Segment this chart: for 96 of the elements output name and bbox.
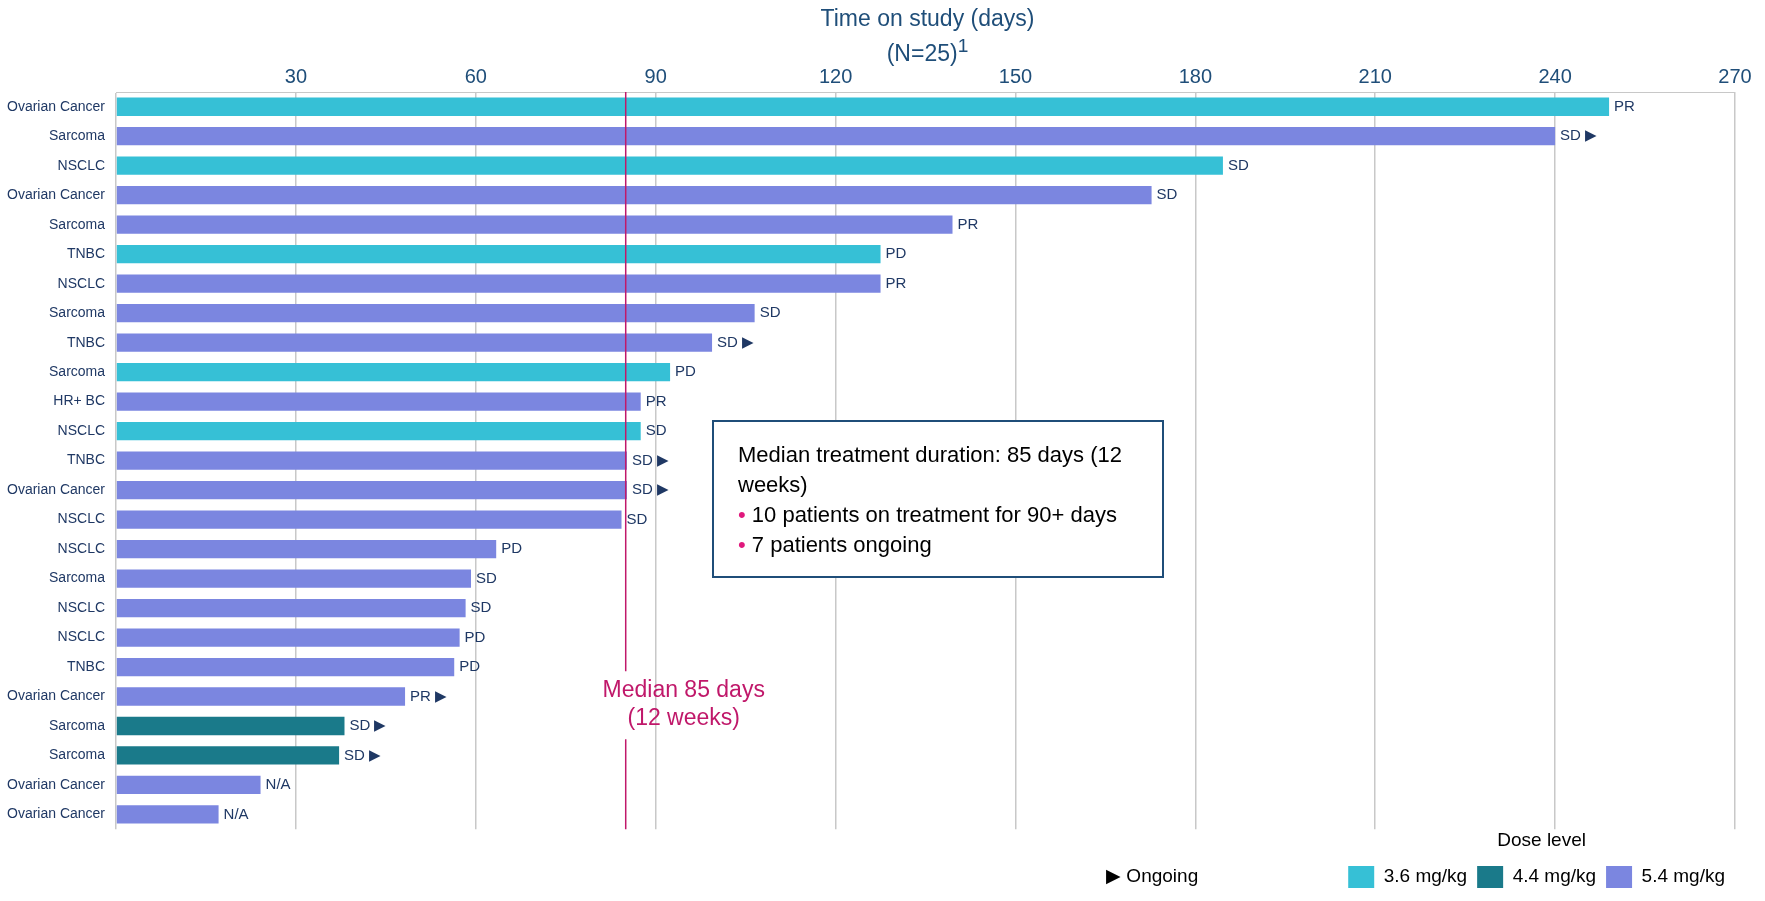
- y-tick-label: Ovarian Cancer: [6, 805, 106, 822]
- data-label: SD ▶: [349, 716, 387, 734]
- x-tick-label: 60: [464, 64, 487, 87]
- y-tick-label: TNBC: [66, 333, 106, 350]
- x-tick-label: 120: [818, 64, 853, 87]
- data-label: PD: [464, 627, 486, 645]
- bar: [116, 510, 622, 529]
- y-tick-label: Ovarian Cancer: [6, 97, 106, 114]
- legend-label: 3.6 mg/kg: [1383, 865, 1468, 887]
- y-tick-label: Sarcoma: [49, 569, 106, 586]
- legend-title: Dose level: [1497, 828, 1586, 850]
- y-tick-label: TNBC: [66, 245, 106, 262]
- y-tick-label: Sarcoma: [49, 363, 106, 379]
- bar: [116, 127, 1556, 146]
- y-tick-label: Sarcoma: [49, 127, 106, 144]
- y-tick-label: Ovarian Cancer: [6, 186, 106, 203]
- data-label: SD ▶: [717, 332, 755, 350]
- y-tick-label: Sarcoma: [49, 304, 106, 321]
- y-tick-label: NSCLC: [57, 628, 106, 645]
- y-tick-label: NSCLC: [57, 598, 106, 615]
- data-label: N/A: [265, 775, 291, 793]
- data-label: SD: [470, 598, 492, 616]
- y-tick-label: Sarcoma: [49, 716, 106, 733]
- legend-label: 5.4 mg/kg: [1641, 865, 1726, 887]
- bar: [116, 392, 641, 411]
- y-tick-label: Sarcoma: [49, 215, 106, 232]
- bar: [116, 451, 627, 470]
- bar: [116, 569, 472, 588]
- y-tick-label: NSCLC: [57, 421, 106, 438]
- x-tick-label: 210: [1358, 64, 1392, 87]
- y-tick-label: Ovarian Cancer: [6, 480, 106, 497]
- y-tick-label: NSCLC: [57, 539, 106, 556]
- y-tick-label: NSCLC: [57, 510, 106, 527]
- y-tick-label: TNBC: [66, 657, 106, 674]
- data-label: SD ▶: [344, 745, 382, 763]
- bar: [116, 97, 1610, 116]
- legend-label: 4.4 mg/kg: [1512, 865, 1597, 887]
- bar: [116, 539, 497, 559]
- bar: [116, 245, 881, 264]
- bar: [116, 274, 881, 293]
- bar: [116, 775, 261, 795]
- data-label: SD ▶: [631, 450, 669, 468]
- bar: [116, 421, 641, 441]
- bar: [116, 716, 345, 736]
- bar: [116, 186, 1152, 205]
- x-tick-label: 180: [1178, 64, 1213, 87]
- y-tick-label: NSCLC: [57, 274, 106, 291]
- data-label: PR ▶: [410, 686, 448, 704]
- data-label: SD: [626, 509, 648, 527]
- text: ▶ Ongoing: [1106, 865, 1199, 887]
- y-tick-label: Sarcoma: [49, 746, 106, 763]
- data-label: PD: [459, 657, 481, 675]
- ref-line-label: Median 85 days (12 weeks): [602, 676, 765, 731]
- bar: [116, 598, 466, 618]
- annotation: • 7 patients ongoing: [738, 531, 933, 559]
- data-label: N/A: [223, 804, 249, 822]
- y-tick-label: NSCLC: [57, 156, 106, 173]
- data-label: SD: [1156, 185, 1178, 203]
- bar: [116, 628, 460, 647]
- data-label: SD ▶: [631, 480, 669, 498]
- bar: [116, 480, 627, 500]
- bar: [116, 746, 340, 765]
- x-tick-label: 30: [284, 64, 308, 87]
- annotation: • 10 patients on treatment for 90+ days: [738, 501, 1118, 529]
- data-label: SD: [1227, 155, 1249, 173]
- x-tick-label: 90: [644, 64, 667, 87]
- data-label: PD: [501, 539, 523, 557]
- y-tick-label: Ovarian Cancer: [6, 775, 106, 792]
- data-label: PR: [957, 214, 979, 232]
- x-tick-label: 150: [998, 64, 1033, 87]
- data-label: SD: [645, 421, 667, 439]
- data-label: SD ▶: [1560, 126, 1598, 144]
- y-tick-label: TNBC: [66, 451, 106, 468]
- y-tick-label: Ovarian Cancer: [6, 687, 106, 704]
- data-label: PR: [885, 273, 907, 291]
- annotation: Median treatment duration: 85 days (12 weeks): [738, 441, 1123, 499]
- data-label: SD: [759, 303, 781, 321]
- bar: [116, 657, 455, 677]
- data-label: PD: [675, 362, 697, 380]
- x-tick-label: 270: [1718, 64, 1752, 87]
- bar: [116, 687, 406, 706]
- data-label: PD: [885, 244, 907, 262]
- data-label: PR: [1614, 96, 1636, 114]
- bar: [116, 805, 219, 824]
- chart-title: Time on study (days): [819, 4, 1036, 32]
- bar: [116, 333, 713, 352]
- y-tick-label: HR+ BC: [53, 392, 106, 409]
- x-tick-label: 240: [1538, 64, 1572, 87]
- bar: [116, 304, 755, 323]
- text-box: Median treatment duration: 85 days (12 weeks) • 10 patients on treatment for 90+ days • 7 patients ongoing: [712, 420, 1164, 578]
- chart-subtitle: (N=25)$^{1}$: [886, 35, 969, 66]
- bar: [116, 156, 1223, 175]
- bar: [116, 363, 671, 382]
- bar: [116, 215, 953, 234]
- data-label: SD: [476, 568, 498, 586]
- data-label: PR: [645, 391, 667, 409]
